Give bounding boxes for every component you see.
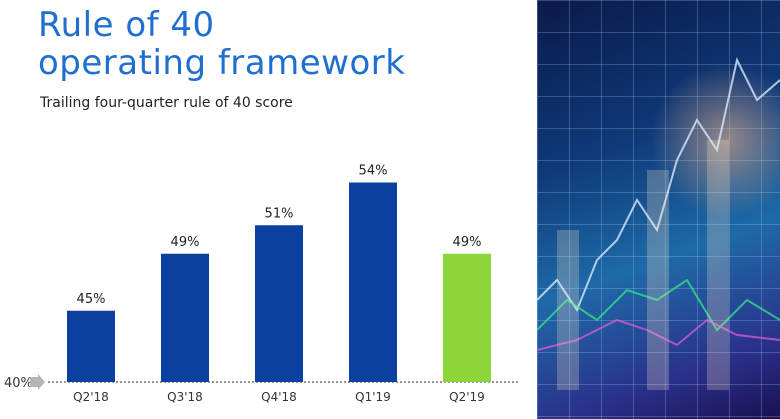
x-tick-label: Q1'19 (355, 390, 391, 404)
data-label: 49% (453, 235, 482, 250)
bar-Q1'19 (349, 182, 397, 382)
x-tick-label: Q2'18 (73, 390, 109, 404)
x-tick-label: Q3'18 (167, 390, 203, 404)
financial-ticker-chart-image (537, 0, 780, 419)
data-label: 45% (77, 292, 106, 307)
data-label: 51% (265, 206, 294, 221)
page-title: Rule of 40 operating framework (38, 6, 405, 82)
data-label: 54% (359, 164, 388, 179)
data-label: 49% (171, 235, 200, 250)
baseline-label: 40% (4, 376, 33, 391)
x-tick-label: Q4'18 (261, 390, 297, 404)
title-line-2: operating framework (38, 43, 406, 83)
bar-Q4'18 (255, 225, 303, 382)
baseline-arrow-icon (30, 374, 45, 390)
bar-chart: 40% 45% Q2'18 49% Q3'18 51% Q4'18 54% Q1'19 49% Q2… (4, 164, 518, 404)
bar-Q2'19 (443, 253, 491, 382)
title-line-1: Rule of 40 (38, 5, 215, 45)
bar-Q3'18 (161, 253, 209, 382)
chart-subtitle: Trailing four-quarter rule of 40 score (40, 95, 293, 111)
x-tick-label: Q2'19 (449, 390, 485, 404)
bar-Q2'18 (67, 310, 115, 382)
